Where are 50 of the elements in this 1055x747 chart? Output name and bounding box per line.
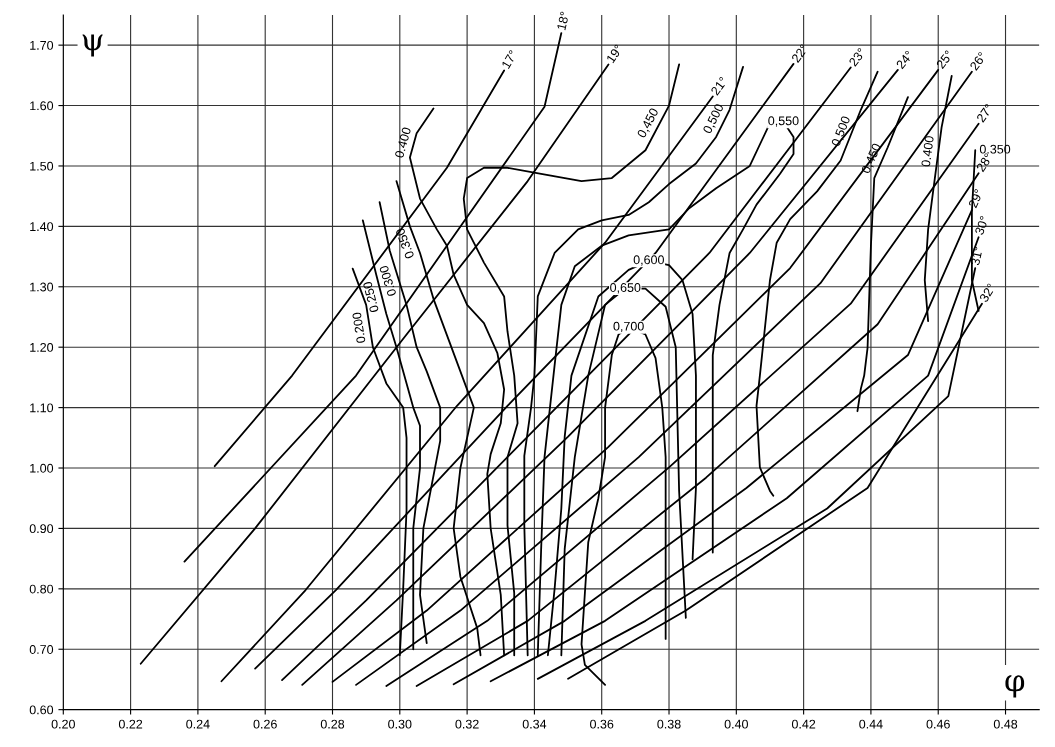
text: 0,500 — [702, 103, 726, 135]
text: 25° — [935, 49, 954, 70]
x-tick-label: 0.22 — [118, 719, 143, 729]
y-tick-label: 1.70 — [30, 40, 54, 50]
text: 26° — [969, 51, 987, 71]
text: 32° — [979, 283, 996, 303]
text: 27° — [976, 103, 994, 123]
y-tick-label: 1.60 — [30, 101, 54, 111]
text: 0.350 — [395, 227, 415, 260]
x-tick-label: 0.42 — [791, 719, 816, 729]
text: 0,450 — [636, 107, 660, 140]
y-tick-label: 1.10 — [30, 403, 54, 413]
x-tick-label: 0.34 — [522, 719, 547, 729]
x-tick-label: 0.32 — [455, 719, 479, 729]
y-tick-label: 0.90 — [29, 524, 54, 534]
text: 0.400 — [921, 135, 934, 167]
y-tick-label: 1.20 — [30, 342, 54, 352]
text: 19° — [606, 44, 624, 64]
x-tick-label: 0.44 — [859, 719, 883, 729]
y-tick-label: 1.50 — [30, 161, 54, 171]
text: 0,500 — [830, 115, 852, 148]
x-tick-label: 0.40 — [724, 719, 748, 729]
text: 24° — [895, 50, 914, 70]
text: 0.400 — [394, 126, 412, 159]
y-tick-label: 0.70 — [29, 645, 54, 654]
x-tick-label: 0.30 — [388, 719, 412, 729]
x-tick-label: 0.26 — [253, 719, 277, 729]
y-tick-label: 0.60 — [29, 705, 54, 715]
text: 17° — [501, 49, 518, 69]
x-tick-label: 0.28 — [320, 719, 345, 729]
x-tick-label: 0.38 — [657, 719, 681, 729]
x-axis-title: φ — [1005, 675, 1025, 698]
text: 23° — [848, 47, 867, 67]
text: 18° — [556, 11, 570, 31]
y-tick-label: 1.00 — [30, 463, 54, 473]
text: 21° — [710, 76, 728, 96]
text: 30° — [974, 215, 989, 236]
x-tick-label: 0.36 — [590, 719, 614, 729]
x-tick-label: 0.20 — [51, 719, 75, 729]
x-tick-label: 0.24 — [186, 719, 210, 729]
text: 0.200 — [352, 312, 366, 344]
text: 22° — [791, 43, 809, 64]
y-tick-label: 1.30 — [30, 282, 54, 292]
text: 0.250 — [362, 281, 379, 313]
y-tick-label: 1.40 — [30, 222, 54, 232]
y-axis-title: ψ — [82, 34, 103, 57]
text: 0.300 — [379, 265, 397, 297]
x-tick-label: 0.46 — [926, 719, 950, 729]
x-tick-label: 0.48 — [993, 719, 1018, 729]
y-tick-label: 0.80 — [29, 584, 54, 594]
